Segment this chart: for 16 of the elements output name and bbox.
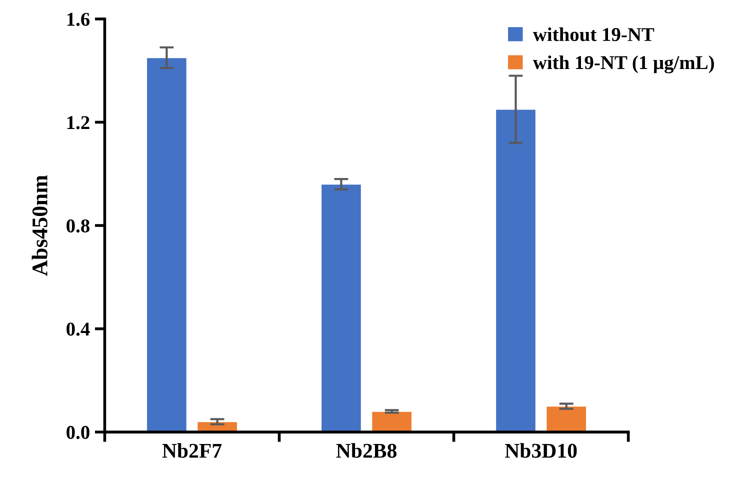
legend-label: without 19-NT xyxy=(532,27,654,42)
y-tick-label: 0.0 xyxy=(66,426,90,440)
y-axis-title: Abs450nm xyxy=(32,175,48,276)
bar xyxy=(146,57,188,432)
x-tick-label: Nb3D10 xyxy=(504,443,577,458)
y-tick-label: 1.6 xyxy=(67,12,90,26)
x-tick-label: Nb2B8 xyxy=(336,443,397,458)
bar xyxy=(320,184,362,432)
y-tick-label: 0.4 xyxy=(66,322,90,336)
bar xyxy=(371,410,412,432)
bar xyxy=(546,406,587,432)
x-tick-label: Nb2F7 xyxy=(162,443,222,458)
y-tick-label: 0.8 xyxy=(66,219,90,233)
legend-label: with 19-NT (1 μg/mL) xyxy=(532,55,714,74)
bar xyxy=(495,108,536,432)
y-tick-label: 1.2 xyxy=(67,116,90,130)
